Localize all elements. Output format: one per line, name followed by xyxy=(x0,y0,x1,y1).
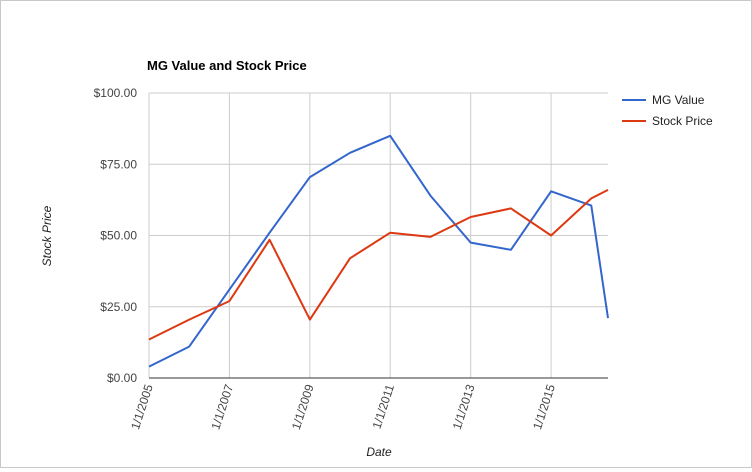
y-tick-label: $50.00 xyxy=(100,229,137,243)
x-axis-title: Date xyxy=(366,445,392,459)
legend-label: MG Value xyxy=(652,93,705,107)
x-tick-label: 1/1/2007 xyxy=(208,382,236,431)
legend: MG Value Stock Price xyxy=(622,93,713,128)
series-line-mg-value xyxy=(148,134,609,368)
y-tick-label: $100.00 xyxy=(94,86,138,100)
x-tick-label: 1/1/2015 xyxy=(530,382,558,431)
x-tick-label: 1/1/2011 xyxy=(370,382,398,430)
y-tick-label: $0.00 xyxy=(107,371,137,385)
y-axis-title: Stock Price xyxy=(40,205,54,266)
x-tick-label: 1/1/2013 xyxy=(450,382,478,431)
gridlines xyxy=(148,92,608,378)
x-tick-label: 1/1/2009 xyxy=(289,382,317,431)
series-line-stock-price xyxy=(148,189,609,341)
chart-title: MG Value and Stock Price xyxy=(147,58,307,73)
y-tick-label: $75.00 xyxy=(100,157,137,171)
x-tick-label: 1/1/2005 xyxy=(128,382,156,431)
y-tick-label: $25.00 xyxy=(100,300,137,314)
series-lines xyxy=(148,134,609,368)
legend-label: Stock Price xyxy=(652,114,713,128)
